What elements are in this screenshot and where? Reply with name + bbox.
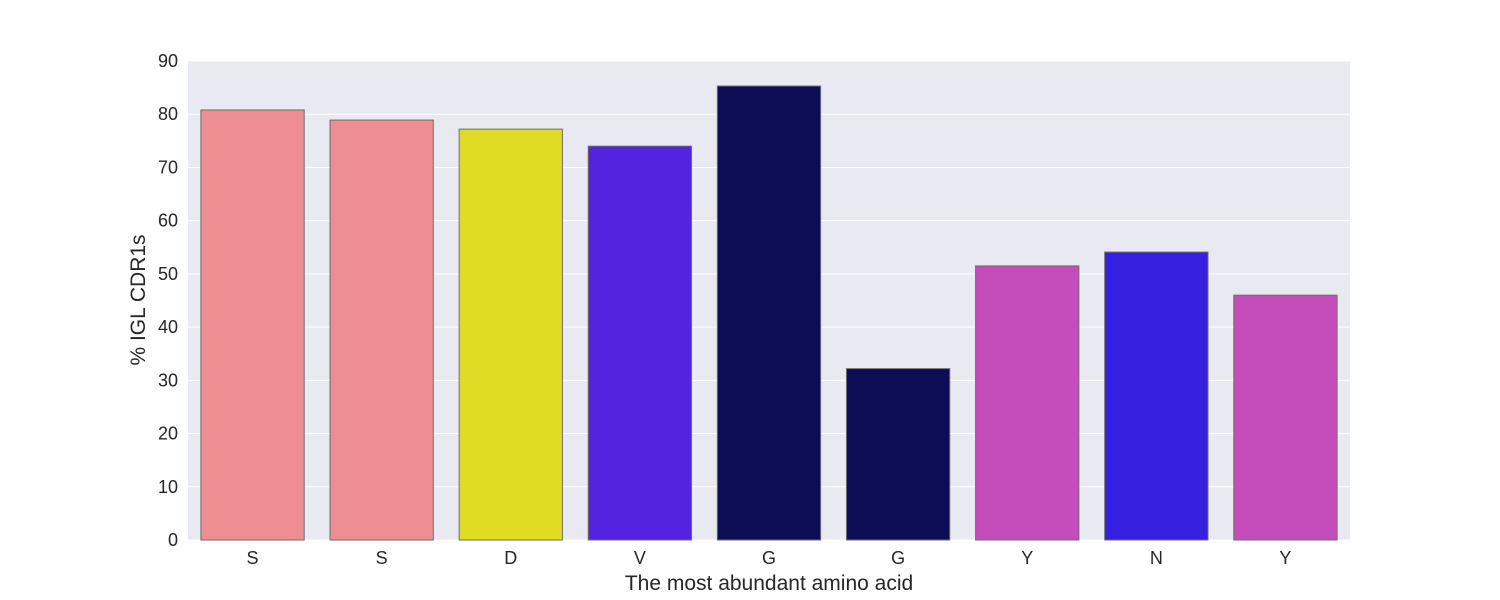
y-axis-label: % IGL CDR1s bbox=[127, 234, 150, 365]
y-tick-label: 0 bbox=[168, 530, 178, 550]
y-tick-label: 40 bbox=[158, 317, 178, 337]
y-tick-label: 70 bbox=[158, 157, 178, 177]
x-tick-label: G bbox=[891, 548, 905, 568]
bar-n-8 bbox=[1104, 251, 1209, 541]
y-tick-label: 10 bbox=[158, 477, 178, 497]
x-tick-label: S bbox=[376, 548, 388, 568]
x-tick-label: D bbox=[504, 548, 517, 568]
bar-g-6 bbox=[845, 368, 951, 541]
y-tick-label: 20 bbox=[158, 424, 178, 444]
x-tick-label: Y bbox=[1021, 548, 1033, 568]
y-tick-label: 30 bbox=[158, 370, 178, 390]
bar-y-7 bbox=[975, 265, 1080, 541]
bars bbox=[200, 85, 1338, 541]
bar-g-5 bbox=[716, 85, 822, 541]
bar-y-9 bbox=[1233, 294, 1338, 541]
x-tick-label: G bbox=[762, 548, 776, 568]
y-tick-label: 80 bbox=[158, 104, 178, 124]
y-tick-labels: 0 10 20 30 40 50 60 70 80 90 bbox=[158, 51, 178, 550]
bar-s-1 bbox=[200, 109, 305, 541]
y-tick-label: 50 bbox=[158, 264, 178, 284]
y-tick-label: 90 bbox=[158, 51, 178, 71]
bar-d-3 bbox=[458, 128, 563, 541]
bar-v-4 bbox=[587, 145, 693, 541]
y-tick-label: 60 bbox=[158, 211, 178, 231]
x-tick-label: S bbox=[247, 548, 259, 568]
x-tick-label: N bbox=[1150, 548, 1163, 568]
x-tick-label: Y bbox=[1279, 548, 1291, 568]
bar-s-2 bbox=[329, 119, 434, 541]
x-tick-label: V bbox=[634, 548, 646, 568]
x-axis-label: The most abundant amino acid bbox=[625, 572, 913, 595]
